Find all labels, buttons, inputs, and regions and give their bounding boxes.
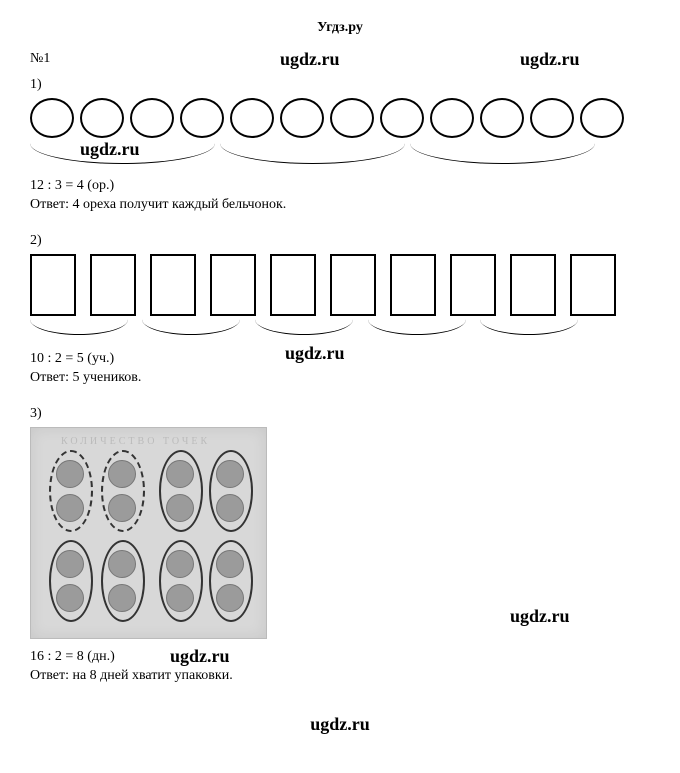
dot-shape <box>216 584 244 612</box>
part2-number: 2) <box>30 233 650 249</box>
dot-shape <box>166 584 194 612</box>
part3-equation: 16 : 2 = 8 (дн.) <box>30 649 650 665</box>
arc-shape <box>30 304 128 335</box>
grouping-arcs-2 <box>30 316 650 341</box>
part-3: 3) КОЛИЧЕСТВО ТОЧЕК <box>30 406 650 684</box>
arc-shape <box>220 123 405 164</box>
part3-diagram: КОЛИЧЕСТВО ТОЧЕК <box>30 427 267 639</box>
dot-shape <box>108 460 136 488</box>
arc-shape <box>480 304 578 335</box>
part2-answer: Ответ: 5 учеников. <box>30 370 650 386</box>
dot-shape <box>56 584 84 612</box>
part3-number: 3) <box>30 406 650 422</box>
faded-background-text: КОЛИЧЕСТВО ТОЧЕК <box>61 436 210 447</box>
dot-shape <box>166 494 194 522</box>
dot-shape <box>108 550 136 578</box>
arc-shape <box>142 304 240 335</box>
dot-shape <box>108 494 136 522</box>
part-1: 1) ugdz.ru ugdz.ru ugdz.ru 12 : 3 = 4 (о… <box>30 77 650 213</box>
part1-answer: Ответ: 4 ореха получит каждый бельчонок. <box>30 197 650 213</box>
dot-shape <box>108 584 136 612</box>
footer-watermark: ugdz.ru <box>30 714 650 735</box>
arc-shape <box>30 123 215 164</box>
part3-answer: Ответ: на 8 дней хватит упаковки. <box>30 668 650 684</box>
part2-equation: 10 : 2 = 5 (уч.) <box>30 351 650 367</box>
part1-number: 1) <box>30 77 650 93</box>
dot-shape <box>56 460 84 488</box>
arc-shape <box>410 123 595 164</box>
arc-shape <box>368 304 466 335</box>
dot-shape <box>166 460 194 488</box>
dot-shape <box>216 460 244 488</box>
dot-shape <box>56 550 84 578</box>
watermark: ugdz.ru <box>510 606 570 627</box>
grouping-arcs <box>30 138 650 168</box>
dot-shape <box>56 494 84 522</box>
part1-equation: 12 : 3 = 4 (ор.) <box>30 178 650 194</box>
page-header: Угдз.ру <box>30 20 650 36</box>
dot-shape <box>166 550 194 578</box>
dot-shape <box>216 494 244 522</box>
exercise-number: №1 <box>30 51 650 67</box>
dot-shape <box>216 550 244 578</box>
part-2: 2) 10 : 2 = 5 (уч.) Ответ: 5 учеников. u… <box>30 233 650 386</box>
arc-shape <box>255 304 353 335</box>
